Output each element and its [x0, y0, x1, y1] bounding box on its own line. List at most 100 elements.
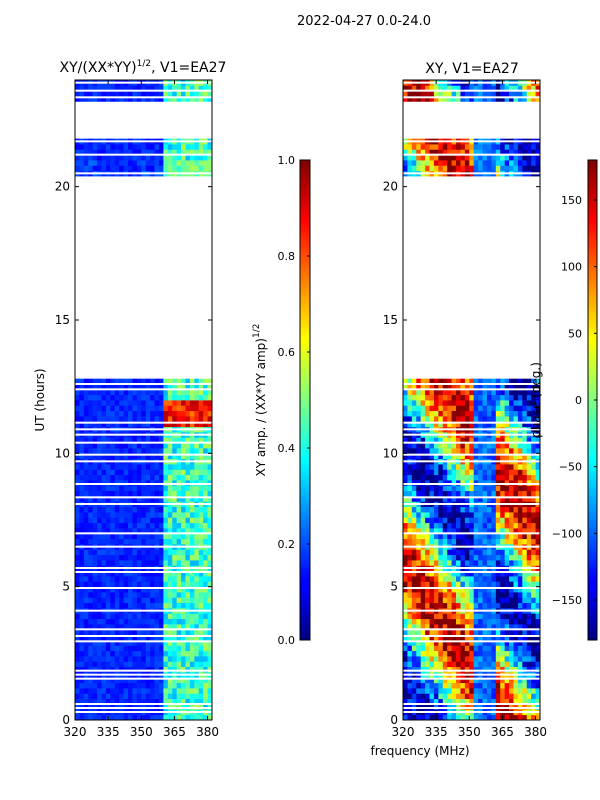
- phase-heatmap-cell: [491, 597, 497, 604]
- amplitude-heatmap-cell: [79, 90, 85, 97]
- amplitude-heatmap-cell: [92, 677, 98, 684]
- phase-heatmap-cell: [429, 693, 435, 700]
- amplitude-heatmap-cell: [189, 656, 195, 662]
- amplitude-heatmap-cell: [198, 474, 204, 481]
- phase-heatmap-cell: [460, 677, 466, 684]
- amplitude-flagged-ut-line: [75, 635, 212, 637]
- phase-heatmap-cell: [473, 693, 479, 700]
- phase-heatmap-cell: [433, 506, 439, 513]
- amplitude-heatmap-cell: [105, 85, 111, 92]
- phase-heatmap-cell: [416, 618, 422, 625]
- phase-heatmap-cell: [486, 704, 492, 710]
- amplitude-heatmap-cell: [105, 560, 111, 566]
- phase-heatmap-cell: [531, 693, 536, 700]
- amplitude-heatmap-cell: [83, 592, 89, 598]
- phase-heatmap-cell: [500, 389, 506, 396]
- amplitude-heatmap-cell: [172, 490, 178, 497]
- phase-heatmap-cell: [442, 469, 448, 476]
- phase-heatmap-cell: [495, 560, 501, 566]
- amplitude-heatmap-cell: [163, 394, 169, 401]
- amplitude-heatmap-cell: [114, 448, 120, 454]
- amplitude-heatmap-cell: [189, 533, 195, 540]
- amplitude-heatmap-cell: [136, 165, 142, 172]
- phase-heatmap-cell: [451, 442, 457, 449]
- phase-heatmap-cell: [478, 480, 483, 486]
- amplitude-heatmap-cell: [189, 576, 195, 582]
- phase-heatmap-cell: [500, 624, 506, 630]
- amplitude-heatmap-cell: [114, 682, 120, 689]
- phase-heatmap-cell: [464, 624, 470, 630]
- amplitude-heatmap-cell: [194, 400, 200, 406]
- phase-heatmap-cell: [460, 597, 466, 604]
- amplitude-heatmap-cell: [88, 442, 94, 449]
- amplitude-heatmap-cell: [158, 96, 164, 102]
- phase-heatmap-cell: [407, 581, 413, 588]
- phase-heatmap-cell: [411, 533, 417, 540]
- phase-heatmap-cell: [531, 677, 536, 684]
- phase-heatmap-cell: [500, 688, 506, 694]
- amplitude-heatmap-cell: [176, 586, 182, 593]
- amplitude-heatmap-cell: [136, 554, 142, 561]
- amplitude-heatmap-cell: [185, 506, 191, 513]
- phase-heatmap-cell: [504, 506, 510, 513]
- amplitude-heatmap-cell: [163, 624, 169, 630]
- phase-heatmap-cell: [486, 533, 492, 540]
- amplitude-heatmap-cell: [181, 389, 186, 396]
- amplitude-heatmap-cell: [123, 394, 129, 401]
- amplitude-flagged-ut-line: [75, 567, 212, 569]
- amplitude-heatmap-cell: [128, 474, 133, 481]
- amplitude-heatmap-cell: [158, 394, 164, 401]
- phase-heatmap-cell: [486, 693, 492, 700]
- phase-heatmap-cell: [531, 618, 536, 625]
- phase-heatmap-cell: [438, 629, 444, 636]
- phase-heatmap-cell: [500, 437, 506, 444]
- phase-heatmap-cell: [425, 389, 430, 396]
- amplitude-heatmap-cell: [163, 437, 169, 444]
- phase-heatmap-cell: [429, 165, 435, 172]
- phase-heatmap-cell: [411, 405, 417, 412]
- amplitude-heatmap-cell: [154, 448, 160, 454]
- phase-heatmap-cell: [416, 490, 422, 497]
- phase-heatmap-cell: [442, 586, 448, 593]
- phase-heatmap-cell: [486, 160, 492, 166]
- phase-heatmap-cell: [456, 453, 461, 460]
- phase-heatmap-cell: [433, 570, 439, 577]
- phase-heatmap-cell: [473, 160, 479, 166]
- phase-heatmap-cell: [522, 384, 528, 390]
- amplitude-heatmap-cell: [128, 538, 133, 545]
- phase-heatmap-cell: [442, 154, 448, 161]
- phase-heatmap-cell: [526, 597, 532, 604]
- phase-heatmap-cell: [522, 400, 528, 406]
- phase-heatmap-cell: [464, 485, 470, 492]
- amplitude-heatmap-cell: [114, 576, 120, 582]
- amplitude-heatmap-cell: [150, 144, 155, 150]
- phase-heatmap-cell: [504, 618, 510, 625]
- phase-heatmap-cell: [513, 469, 519, 476]
- phase-heatmap-cell: [433, 549, 439, 556]
- amplitude-heatmap-cell: [97, 85, 102, 92]
- phase-heatmap-cell: [500, 640, 506, 646]
- phase-heatmap-cell: [411, 698, 417, 705]
- phase-heatmap-cell: [420, 165, 426, 172]
- amplitude-heatmap-cell: [158, 522, 164, 529]
- phase-heatmap-cell: [429, 629, 435, 636]
- phase-heatmap-cell: [517, 554, 523, 561]
- amplitude-heatmap-cell: [176, 677, 182, 684]
- phase-heatmap-cell: [517, 586, 523, 593]
- phase-heatmap-cell: [522, 464, 528, 470]
- phase-heatmap-cell: [429, 624, 435, 630]
- phase-heatmap-cell: [535, 485, 541, 492]
- amplitude-heatmap-cell: [132, 533, 138, 540]
- phase-heatmap-cell: [420, 592, 426, 598]
- amplitude-heatmap-cell: [154, 714, 160, 721]
- amplitude-heatmap-cell: [176, 469, 182, 476]
- amplitude-heatmap-cell: [181, 437, 186, 444]
- phase-heatmap-cell: [464, 378, 470, 385]
- phase-heatmap-cell: [522, 602, 528, 609]
- amplitude-heatmap-cell: [141, 400, 147, 406]
- phase-heatmap-cell: [451, 714, 457, 721]
- amplitude-heatmap-cell: [207, 394, 213, 401]
- phase-heatmap-cell: [429, 682, 435, 689]
- amplitude-heatmap-cell: [141, 666, 147, 673]
- phase-heatmap-cell: [456, 480, 461, 486]
